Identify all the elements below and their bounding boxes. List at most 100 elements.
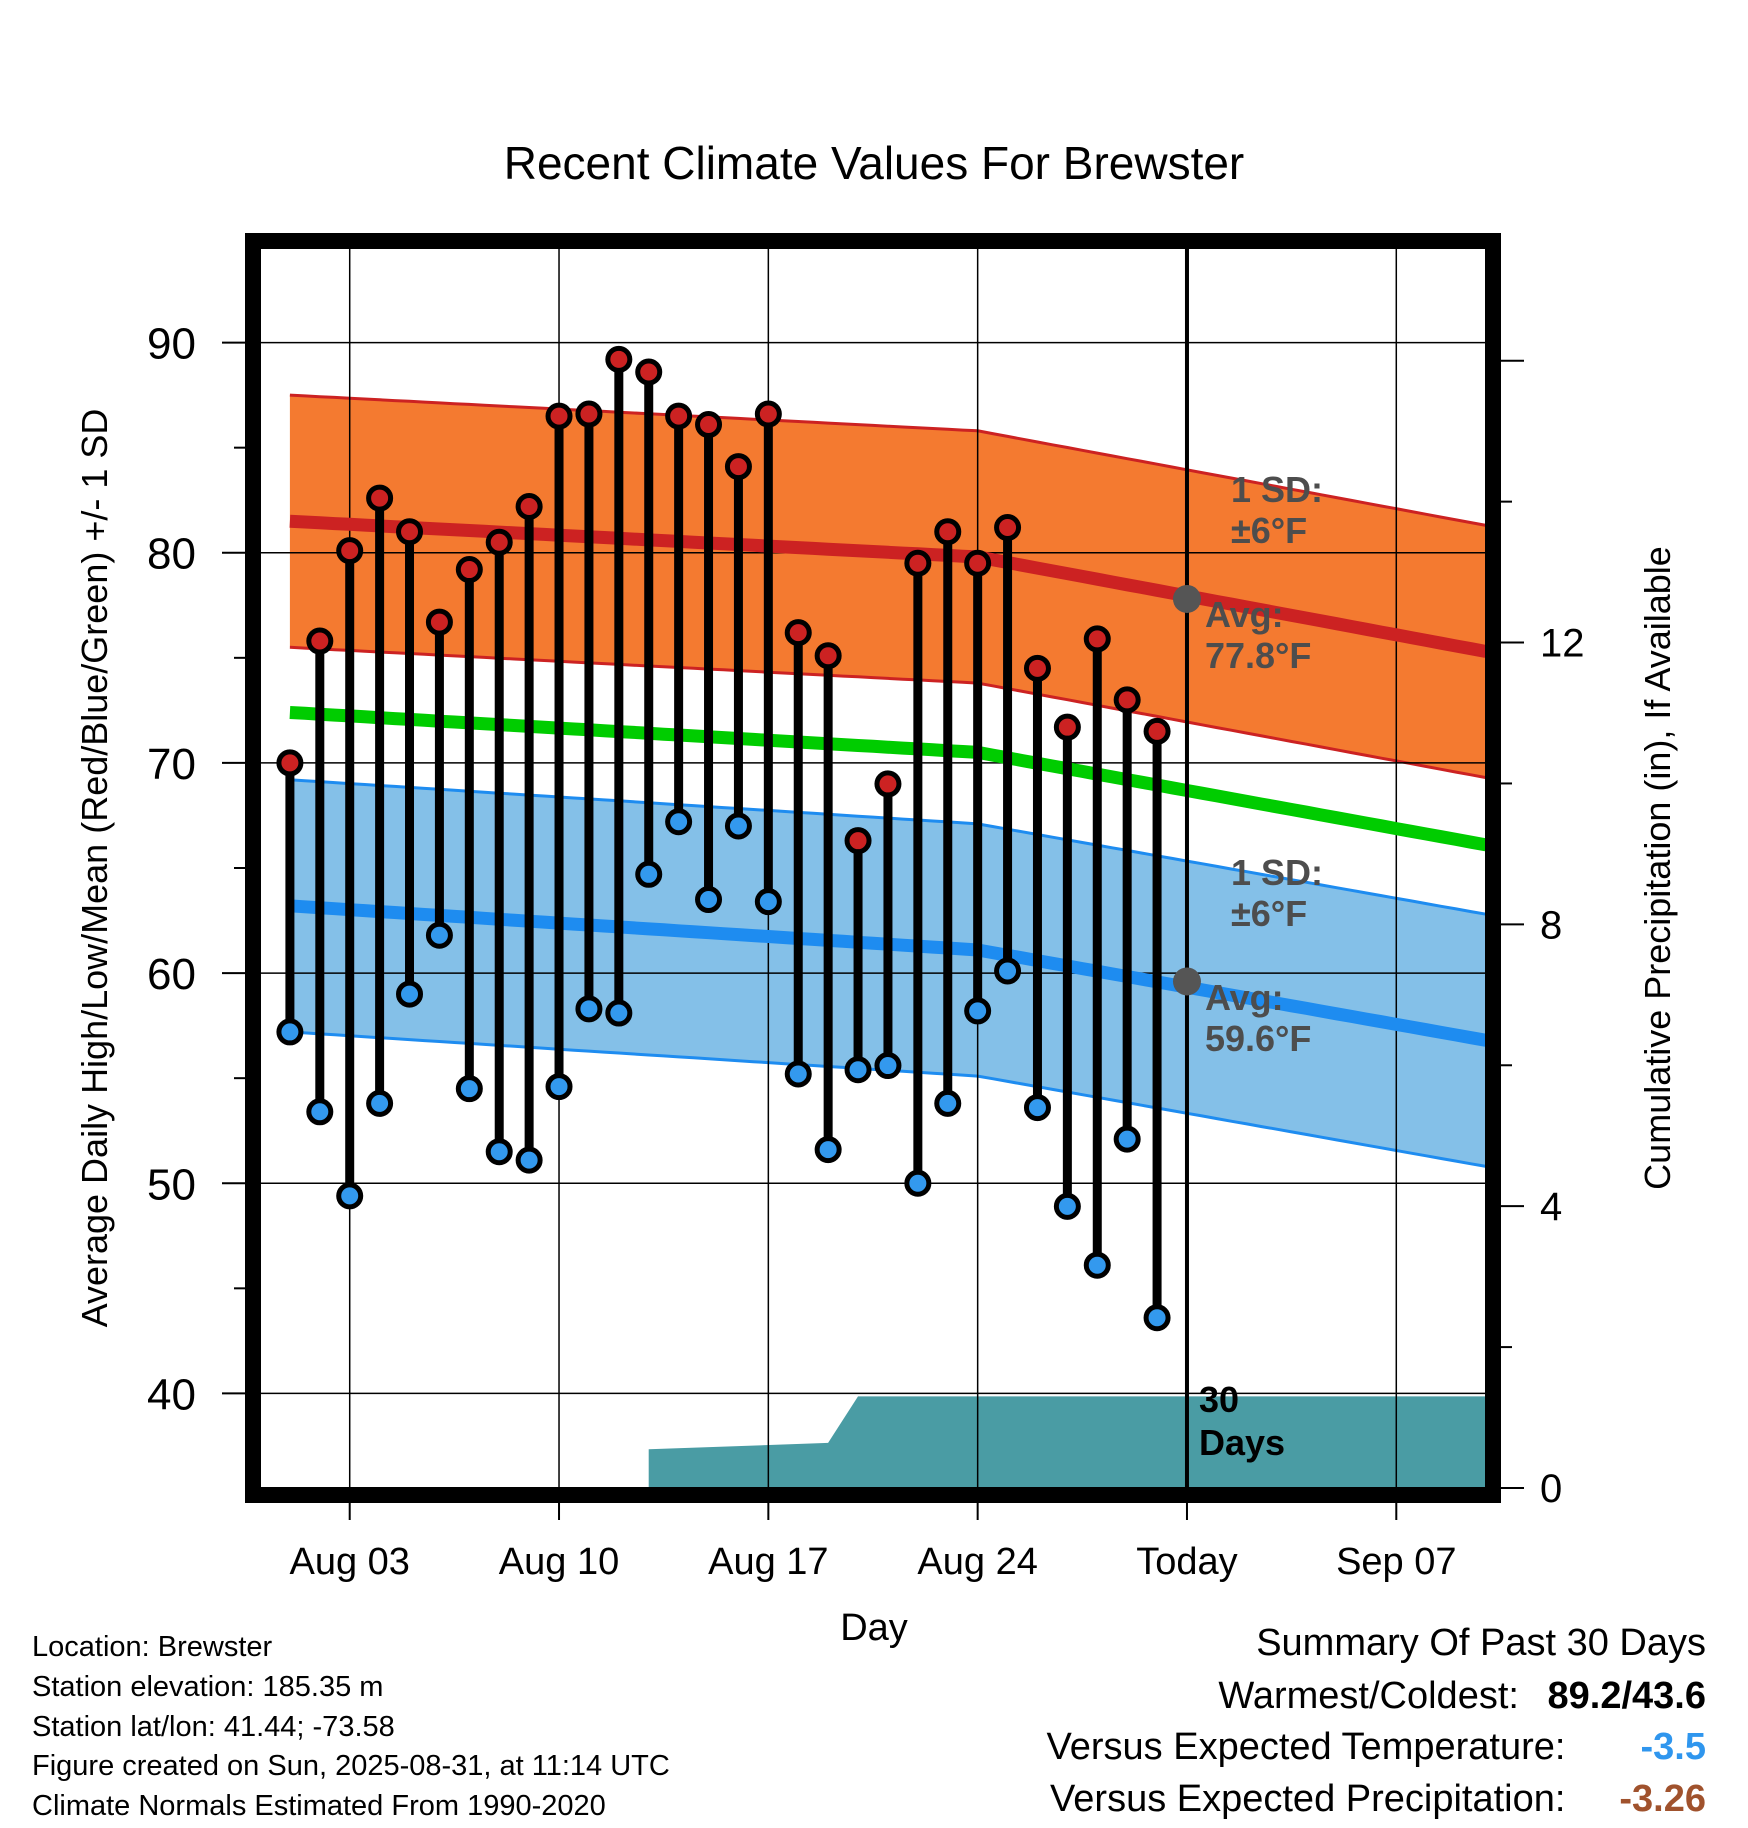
footer-latlon: Station lat/lon: 41.44; -73.58 — [32, 1711, 395, 1743]
daily-low-point — [485, 1138, 513, 1166]
daily-low-point — [814, 1136, 842, 1164]
daily-high-point — [665, 402, 693, 430]
y-tick-label: 60 — [147, 950, 196, 999]
x-tick-label: Aug 24 — [917, 1541, 1037, 1583]
daily-high-point — [1083, 625, 1111, 653]
daily-high-point — [904, 549, 932, 577]
daily-high-point — [515, 493, 543, 521]
summary-precip-value: -3.26 — [1619, 1778, 1706, 1820]
y-tick-label: 50 — [147, 1160, 196, 1209]
daily-high-point — [635, 358, 663, 386]
y-tick-label: 70 — [147, 740, 196, 789]
footer-elevation: Station elevation: 185.35 m — [32, 1671, 384, 1703]
high-avg-value: 77.8°F — [1205, 635, 1311, 676]
footer-location: Location: Brewster — [32, 1631, 273, 1663]
daily-high-point — [276, 749, 304, 777]
low-avg-value: 59.6°F — [1205, 1018, 1311, 1059]
summary-precip-label: Versus Expected Precipitation: — [1050, 1778, 1566, 1820]
daily-low-point — [784, 1060, 812, 1088]
daily-low-point — [635, 860, 663, 888]
x-tick-label: Aug 17 — [708, 1541, 828, 1583]
low-sd-label: 1 SD: — [1231, 852, 1323, 893]
daily-low-point — [396, 980, 424, 1008]
low-sd-value: ±6°F — [1231, 893, 1307, 934]
daily-high-point — [874, 770, 902, 798]
daily-high-point — [1113, 686, 1141, 714]
summary-warm-cold-value: 89.2/43.6 — [1547, 1675, 1706, 1717]
low-avg-label: Avg: — [1205, 977, 1284, 1018]
daily-low-point — [1113, 1125, 1141, 1153]
y-right-tick-label: 8 — [1540, 903, 1562, 947]
high-sd-value: ±6°F — [1231, 510, 1307, 551]
daily-high-point — [425, 608, 453, 636]
summary-temp-value: -3.5 — [1640, 1726, 1706, 1768]
daily-low-point — [545, 1073, 573, 1101]
daily-low-point — [425, 921, 453, 949]
today-avg-low-marker — [1172, 967, 1201, 996]
daily-low-point — [754, 888, 782, 916]
footer-created: Figure created on Sun, 2025-08-31, at 11… — [32, 1750, 670, 1782]
daily-high-point — [1143, 717, 1171, 745]
daily-low-point — [904, 1169, 932, 1197]
daily-high-point — [844, 827, 872, 855]
y-right-tick-label: 12 — [1540, 622, 1585, 666]
x-axis-label: Day — [840, 1607, 908, 1649]
summary-warm-cold: Warmest/Coldest: 89.2/43.6 — [1218, 1675, 1706, 1718]
summary-temp: Versus Expected Temperature: -3.5 — [1047, 1726, 1706, 1769]
daily-high-point — [724, 453, 752, 481]
daily-low-point — [306, 1098, 334, 1126]
daily-high-point — [575, 400, 603, 428]
summary-precip: Versus Expected Precipitation: -3.26 — [1050, 1778, 1706, 1821]
y-tick-label: 40 — [147, 1370, 196, 1419]
y-right-tick-label: 0 — [1540, 1467, 1562, 1511]
x-tick-label: Sep 07 — [1336, 1541, 1456, 1583]
daily-low-point — [665, 808, 693, 836]
daily-high-point — [336, 537, 364, 565]
daily-high-point — [455, 556, 483, 584]
chart-title: Recent Climate Values For Brewster — [504, 137, 1245, 189]
daily-high-point — [695, 411, 723, 439]
y-axis-label: Average Daily High/Low/Mean (Red/Blue/Gr… — [74, 409, 115, 1328]
daily-low-point — [1143, 1304, 1171, 1332]
daily-low-point — [724, 812, 752, 840]
daily-high-point — [814, 642, 842, 670]
high-sd-label: 1 SD: — [1231, 469, 1323, 510]
today-avg-high-marker — [1172, 584, 1201, 613]
daily-low-point — [366, 1089, 394, 1117]
x-tick-label: Aug 10 — [499, 1541, 619, 1583]
summary-temp-label: Versus Expected Temperature: — [1046, 1726, 1566, 1768]
x-tick-label: Today — [1136, 1541, 1237, 1583]
daily-high-point — [396, 518, 424, 546]
high-sd-lower-edge — [289, 645, 1487, 780]
daily-low-point — [934, 1089, 962, 1117]
daily-low-point — [964, 997, 992, 1025]
y-right-tick-label: 4 — [1540, 1185, 1562, 1229]
daily-high-point — [306, 627, 334, 655]
days-label-line1: 30 — [1199, 1379, 1239, 1420]
daily-high-point — [605, 345, 633, 373]
daily-low-point — [874, 1052, 902, 1080]
daily-low-point — [515, 1146, 543, 1174]
daily-high-point — [754, 400, 782, 428]
daily-high-point — [784, 619, 812, 647]
x-tick-label: Aug 03 — [289, 1541, 409, 1583]
daily-low-point — [994, 957, 1022, 985]
daily-high-point — [1053, 713, 1081, 741]
daily-low-point — [575, 995, 603, 1023]
daily-high-point — [964, 549, 992, 577]
days-label-line2: Days — [1199, 1422, 1285, 1463]
daily-high-point — [934, 518, 962, 546]
y-tick-label: 80 — [147, 530, 196, 579]
daily-high-point — [545, 402, 573, 430]
daily-low-point — [336, 1182, 364, 1210]
daily-high-point — [1023, 654, 1051, 682]
daily-low-point — [695, 886, 723, 914]
daily-low-point — [455, 1075, 483, 1103]
daily-low-point — [1083, 1251, 1111, 1279]
normal-mean-line — [289, 706, 1488, 852]
daily-low-point — [1023, 1094, 1051, 1122]
footer-normals: Climate Normals Estimated From 1990-2020 — [32, 1790, 606, 1822]
precipitation-area — [648, 1396, 1486, 1488]
daily-high-point — [366, 484, 394, 512]
